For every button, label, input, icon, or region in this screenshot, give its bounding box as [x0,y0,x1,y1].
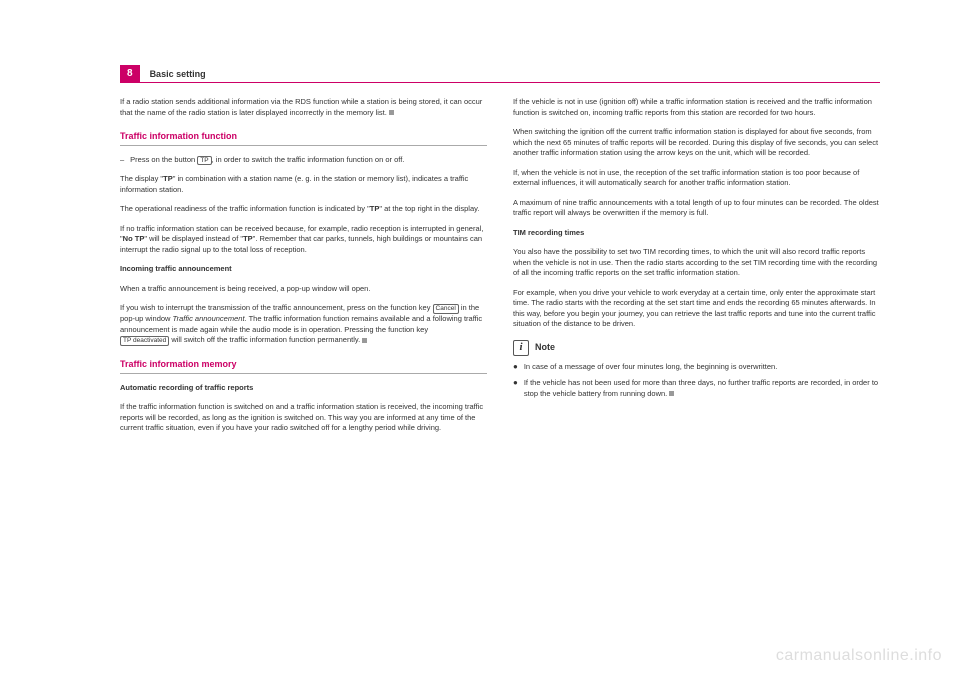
para: If you wish to interrupt the transmissio… [120,303,487,346]
section-heading: Traffic information function [120,130,487,146]
end-marker-icon [389,110,394,115]
para: The operational readiness of the traffic… [120,204,487,215]
bold-tp: TP [243,234,253,243]
tp-key-icon: TP [197,156,211,166]
note-text: If the vehicle has not been used for mor… [524,378,880,399]
t: will switch off the traffic information … [169,335,360,344]
para: If no traffic information station can be… [120,224,487,256]
note-label: Note [535,341,555,354]
subheading: TIM recording times [513,228,880,239]
bullet-body: Press on the button TP, in order to swit… [130,155,404,166]
para: For example, when you drive your vehicle… [513,288,880,330]
body-columns: If a radio station sends additional info… [120,97,880,443]
bullet-text-b: , in order to switch the traffic informa… [212,155,405,164]
intro-para: If a radio station sends additional info… [120,97,487,118]
left-column: If a radio station sends additional info… [120,97,487,443]
para: When switching the ignition off the curr… [513,127,880,159]
cancel-key-icon: Cancel [433,304,459,314]
t: " will be displayed instead of " [144,234,243,243]
para: If, when the vehicle is not in use, the … [513,168,880,189]
note-bullet: ● If the vehicle has not been used for m… [513,378,880,399]
note-header: i Note [513,340,880,356]
manual-page: 8 Basic setting If a radio station sends… [0,0,960,483]
right-column: If the vehicle is not in use (ignition o… [513,97,880,443]
end-marker-icon [669,391,674,396]
t: If the vehicle has not been used for mor… [524,378,878,398]
bullet-dot-icon: ● [513,362,518,373]
dash-icon: – [120,155,124,166]
instruction-bullet: – Press on the button TP, in order to sw… [120,155,487,166]
end-marker-icon [362,338,367,343]
bold-tp: TP [163,174,173,183]
watermark-text: carmanualsonline.info [776,647,942,665]
bullet-text-a: Press on the button [130,155,197,164]
t: " in combination with a station name (e.… [120,174,468,194]
para: If the vehicle is not in use (ignition o… [513,97,880,118]
para: The display "TP" in combination with a s… [120,174,487,195]
para: A maximum of nine traffic announcements … [513,198,880,219]
para: You also have the possibility to set two… [513,247,880,279]
subheading: Incoming traffic announcement [120,264,487,275]
para: If the traffic information function is s… [120,402,487,434]
t: The display " [120,174,163,183]
t: The operational readiness of the traffic… [120,204,370,213]
tp-deactivated-key-icon: TP deactivated [120,336,169,346]
header-title: Basic setting [150,69,206,79]
italic-text: Traffic announcement [173,314,245,323]
para: When a traffic announcement is being rec… [120,284,487,295]
page-number: 8 [120,65,140,82]
bold-tp: TP [370,204,380,213]
page-header: 8 Basic setting [120,65,880,83]
bold-no-tp: No TP [123,234,145,243]
subheading: Automatic recording of traffic reports [120,383,487,394]
note-text: In case of a message of over four minute… [524,362,777,373]
section-heading: Traffic information memory [120,358,487,374]
info-icon: i [513,340,529,356]
t: If you wish to interrupt the transmissio… [120,303,433,312]
intro-text: If a radio station sends additional info… [120,97,482,117]
t: " at the top right in the display. [379,204,479,213]
bullet-dot-icon: ● [513,378,518,399]
note-bullet: ● In case of a message of over four minu… [513,362,880,373]
